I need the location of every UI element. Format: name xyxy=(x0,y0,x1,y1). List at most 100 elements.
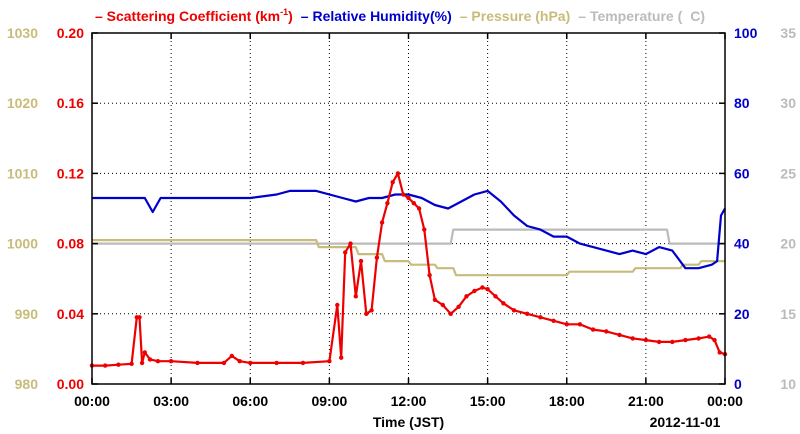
scattering-coefficient-point xyxy=(485,287,490,292)
legend-dash-2: – xyxy=(460,8,472,24)
scattering-coefficient-point xyxy=(401,192,406,197)
scattering-coefficient-point xyxy=(670,339,675,345)
scattering-coefficient-point xyxy=(327,359,332,364)
scattering-tick-label: 0.00 xyxy=(57,376,84,392)
pressure-tick-label: 1020 xyxy=(7,95,38,111)
legend: – Scattering Coefficient (km-1) – Relativ… xyxy=(95,7,705,24)
x-tick-label: 21:00 xyxy=(628,393,664,409)
x-axis-title: Time (JST) xyxy=(373,414,444,430)
scattering-coefficient-point xyxy=(683,337,688,343)
scattering-coefficient-point xyxy=(696,336,701,341)
scattering-coefficient-point xyxy=(139,360,145,366)
scattering-coefficient-point xyxy=(195,360,200,366)
pressure-tick-label: 990 xyxy=(15,306,39,322)
humidity-tick-label: 40 xyxy=(734,236,750,252)
x-tick-label: 00:00 xyxy=(74,393,110,409)
scattering-coefficient-point xyxy=(577,322,583,327)
relative-humidity-line xyxy=(92,189,726,270)
scattering-coefficient-point xyxy=(464,294,469,299)
scattering-tick-label: 0.12 xyxy=(57,165,84,181)
legend-unit: C) xyxy=(690,8,705,24)
x-tick-label: 09:00 xyxy=(311,393,347,409)
axis-ticks xyxy=(91,32,726,385)
legend-dash-1: – xyxy=(301,8,313,24)
scattering-coefficient-point xyxy=(493,294,498,299)
grid xyxy=(92,33,725,384)
humidity-tick-label: 80 xyxy=(734,95,750,111)
scattering-coefficient-point xyxy=(116,362,121,367)
temperature-tick-label: 10 xyxy=(780,376,796,392)
x-tick-label: 06:00 xyxy=(232,393,268,409)
temperature-tick-label: 25 xyxy=(780,165,796,181)
scattering-coefficient-point xyxy=(406,195,411,201)
scattering-coefficient-point xyxy=(432,297,438,302)
legend-dash-0: – xyxy=(95,8,107,24)
humidity-tick-label: 0 xyxy=(734,376,742,392)
scattering-coefficient-point xyxy=(364,311,369,316)
scattering-coefficient-point xyxy=(448,311,453,316)
scattering-tick-label: 0.08 xyxy=(57,236,84,252)
scattering-coefficient-point xyxy=(137,315,142,320)
legend-item-1: Relative Humidity(%) xyxy=(312,8,451,24)
scattering-tick-label: 0.04 xyxy=(57,306,84,322)
scattering-coefficient-point xyxy=(551,318,556,323)
scattering-coefficient-point xyxy=(147,357,153,362)
scattering-coefficient-point xyxy=(630,336,635,341)
scattering-coefficient-point xyxy=(168,359,174,364)
scattering-coefficient-point xyxy=(416,206,422,211)
scattering-coefficient-point xyxy=(456,304,461,309)
scattering-coefficient-point xyxy=(395,171,401,176)
legend-item-0: Scattering Coefficient (km xyxy=(107,8,280,24)
scattering-coefficient-point xyxy=(343,250,348,255)
scattering-coefficient-point xyxy=(237,359,242,364)
scattering-coefficient-point xyxy=(300,360,306,366)
scattering-coefficient-point xyxy=(103,363,108,368)
legend-dash-3: – xyxy=(578,8,590,24)
x-tick-label: 15:00 xyxy=(470,393,506,409)
date-label: 2012-11-01 xyxy=(650,414,721,430)
temperature-tick-label: 15 xyxy=(780,306,796,322)
scattering-coefficient-point xyxy=(422,227,427,232)
scattering-coefficient-point xyxy=(348,241,353,246)
scattering-coefficient-point xyxy=(643,337,649,343)
legend-item-3: Temperature ( xyxy=(590,8,683,24)
x-tick-label: 18:00 xyxy=(549,393,585,409)
scattering-coefficient-point xyxy=(564,322,569,327)
scattering-coefficient-point xyxy=(221,360,227,366)
scattering-coefficient-point xyxy=(538,315,543,320)
scattering-coefficient-point xyxy=(353,294,358,299)
pressure-tick-label: 1030 xyxy=(7,25,38,41)
temperature-line xyxy=(92,228,725,245)
temperature-tick-label: 20 xyxy=(780,236,796,252)
humidity-tick-label: 20 xyxy=(734,306,750,322)
scattering-coefficient-point xyxy=(656,339,662,345)
scattering-coefficient-point xyxy=(717,350,722,355)
humidity-tick-label: 100 xyxy=(734,25,758,41)
humidity-tick-label: 60 xyxy=(734,165,750,181)
scattering-coefficient-point xyxy=(707,334,712,339)
scattering-coefficient-point xyxy=(274,360,279,366)
scattering-coefficient-point xyxy=(511,308,517,313)
pressure-tick-label: 1010 xyxy=(7,165,38,181)
scattering-coefficient-point xyxy=(390,180,395,185)
series-layer xyxy=(89,171,728,368)
legend-superscript: -1 xyxy=(280,7,288,17)
scattering-coefficient-point xyxy=(248,360,253,366)
legend-text: – Scattering Coefficient (km-1) – Relativ… xyxy=(95,7,705,24)
scattering-coefficient-point xyxy=(617,332,622,338)
scattering-coefficient-point xyxy=(440,302,445,308)
legend-suffix: ) xyxy=(288,8,293,24)
scattering-coefficient-point xyxy=(379,220,385,225)
x-tick-label: 12:00 xyxy=(391,393,427,409)
scattering-coefficient-point xyxy=(339,355,344,360)
pressure-tick-label: 1000 xyxy=(7,236,38,252)
scattering-coefficient-point xyxy=(385,201,390,206)
scattering-coefficient-point xyxy=(229,353,234,359)
legend-item-2: Pressure (hPa) xyxy=(471,8,570,24)
scattering-coefficient-point xyxy=(480,285,485,290)
scattering-coefficient-point xyxy=(411,201,416,206)
scattering-tick-label: 0.16 xyxy=(57,95,84,111)
scattering-coefficient-point xyxy=(358,258,364,264)
scattering-coefficient-point xyxy=(590,327,596,332)
